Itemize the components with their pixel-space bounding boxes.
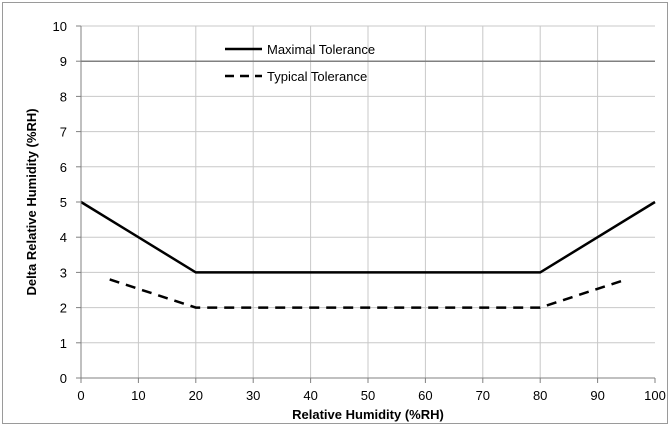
y-tick-label: 0 (60, 371, 67, 386)
x-tick-label: 100 (644, 388, 666, 403)
legend: Maximal Tolerance Typical Tolerance (225, 42, 375, 84)
y-tick-label: 7 (60, 125, 67, 140)
y-tick-label: 8 (60, 89, 67, 104)
y-axis-title: Delta Relative Humidity (%RH) (24, 108, 39, 295)
legend-label-maximal-tolerance: Maximal Tolerance (267, 42, 375, 57)
y-tick-label: 3 (60, 265, 67, 280)
y-tick-label: 9 (60, 54, 67, 69)
x-tick-label: 80 (533, 388, 547, 403)
x-tick-label: 70 (476, 388, 490, 403)
axes (76, 25, 656, 383)
x-tick-label: 0 (77, 388, 84, 403)
x-tick-labels: 0 10 20 30 40 50 60 70 80 90 100 (77, 388, 665, 403)
y-tick-label: 1 (60, 336, 67, 351)
series-line-maximal-tolerance (80, 200, 656, 274)
y-tick-label: 5 (60, 195, 67, 210)
y-tick-label: 4 (60, 230, 67, 245)
x-tick-label: 20 (189, 388, 203, 403)
y-tick-labels: 0 1 2 3 4 5 6 7 8 9 10 (53, 19, 67, 386)
y-tick-label: 2 (60, 301, 67, 316)
series-line-typical-tolerance (109, 278, 627, 309)
x-tick-label: 50 (361, 388, 375, 403)
legend-label-typical-tolerance: Typical Tolerance (267, 69, 367, 84)
x-tick-label: 10 (131, 388, 145, 403)
x-tick-label: 30 (246, 388, 260, 403)
x-tick-label: 90 (590, 388, 604, 403)
y-tick-label: 6 (60, 160, 67, 175)
chart-frame (2, 2, 668, 424)
y-tick-label: 10 (53, 19, 67, 34)
x-tick-label: 60 (418, 388, 432, 403)
x-axis-title: Relative Humidity (%RH) (292, 407, 444, 422)
series-group (80, 200, 656, 309)
x-tick-label: 40 (303, 388, 317, 403)
